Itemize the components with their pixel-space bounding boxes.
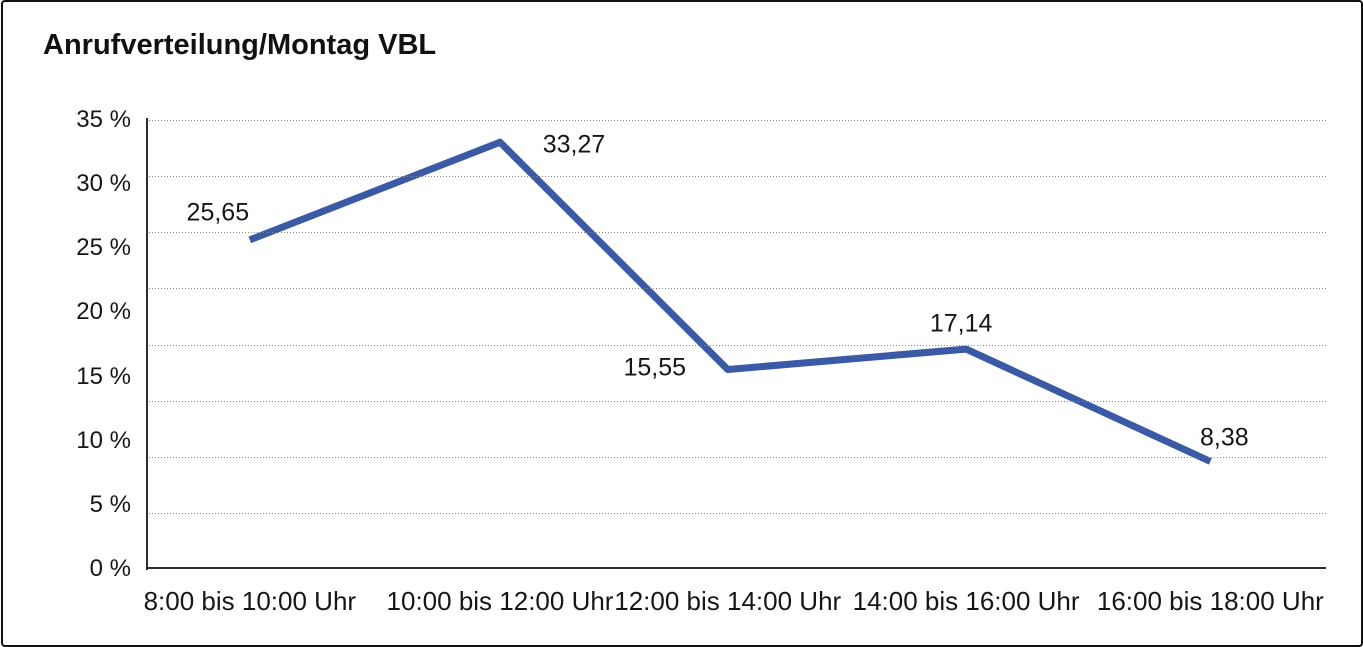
- y-axis-tick-label: 35 %: [76, 106, 131, 133]
- data-line: [248, 138, 1212, 465]
- gridline: [146, 512, 1326, 514]
- data-point-label: 8,38: [1200, 423, 1249, 452]
- x-axis-tick-label: 16:00 bis 18:00 Uhr: [1096, 586, 1324, 616]
- y-axis-line: [146, 118, 148, 570]
- gridline: [146, 456, 1326, 458]
- y-axis-tick-label: 25 %: [76, 234, 131, 262]
- data-point-label: 33,27: [542, 130, 606, 159]
- gridline: [146, 120, 1326, 121]
- x-axis-tick-label: 12:00 bis 14:00 Uhr: [614, 586, 842, 616]
- y-axis-tick-label: 20 %: [76, 298, 131, 326]
- y-axis-tick-label: 5 %: [89, 490, 131, 518]
- data-point-label: 25,65: [186, 198, 250, 227]
- gridline: [146, 400, 1326, 402]
- data-point-label: 17,14: [929, 309, 993, 338]
- y-axis-tick-label: 30 %: [76, 170, 131, 198]
- y-axis-tick-label: 15 %: [76, 362, 131, 390]
- x-axis-tick-label: 8:00 bis 10:00 Uhr: [143, 586, 357, 616]
- line-series: [248, 138, 1212, 465]
- gridline: [146, 176, 1326, 178]
- data-point-label: 15,55: [623, 353, 687, 382]
- y-axis-tick-label: 10 %: [76, 426, 131, 454]
- gridline: [146, 288, 1326, 290]
- x-axis-line: [146, 567, 1326, 569]
- gridline: [146, 344, 1326, 346]
- plot-area: 25,65 33,27 15,55 17,14 8,38: [146, 120, 1326, 569]
- chart-title: Anrufverteilung/Montag VBL: [43, 29, 437, 61]
- x-axis-tick-label: 14:00 bis 16:00 Uhr: [852, 586, 1080, 616]
- x-axis-tick-label: 10:00 bis 12:00 Uhr: [386, 586, 614, 616]
- y-axis-tick-label: 0 %: [89, 555, 131, 582]
- gridline: [146, 232, 1326, 234]
